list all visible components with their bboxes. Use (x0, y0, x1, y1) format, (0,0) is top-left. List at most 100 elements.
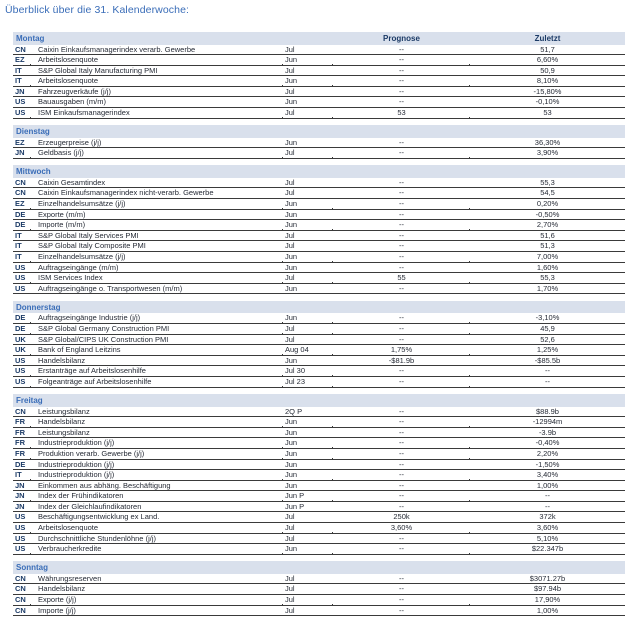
calendar-row: FR Leistungsbilanz Jun -- -3.9b (13, 428, 625, 439)
release-period: Jun (283, 76, 333, 86)
forecast-value: -- (333, 263, 470, 273)
forecast-value: -- (333, 417, 470, 427)
day-label: Sonntag (16, 563, 48, 573)
last-value: 51,6 (540, 230, 555, 240)
calendar-row: US Verbraucherkredite Jun -- $22.347b (13, 544, 625, 555)
last-value: 0,20% (536, 199, 559, 209)
last-value: -$85.5b (534, 355, 561, 365)
last-value: -3.9b (538, 427, 557, 437)
forecast-value: -- (333, 324, 470, 334)
indicator-name: S&P Global Italy Services PMI (31, 231, 283, 241)
indicator-name: Arbeitslosenquote (31, 523, 283, 533)
country-code: CN (13, 45, 31, 55)
last-value: -0,40% (535, 438, 560, 448)
calendar-row: IT Einzelhandelsumsätze (j/j) Jun -- 7,00% (13, 252, 625, 263)
calendar-row: CN Caixin Einkaufsmanagerindex nicht-vera… (13, 188, 625, 200)
release-period: Jul (283, 273, 333, 283)
last-value: -0,10% (535, 97, 560, 107)
country-code: DE (13, 460, 31, 470)
forecast-value: -- (333, 584, 470, 595)
forecast-value: -- (333, 491, 470, 501)
last-value: -1,50% (535, 459, 560, 469)
release-period: Jul (283, 534, 333, 544)
calendar-row: EZ Erzeugerpreise (j/j) Jun -- 36,30% (13, 138, 625, 149)
indicator-name: Caixin Einkaufsmanagerindex nicht-verarb… (31, 188, 283, 199)
forecast-value: -- (333, 460, 470, 470)
last-value: 1,00% (536, 605, 559, 615)
indicator-name: Arbeitslosenquote (31, 76, 283, 86)
last-value: 7,00% (536, 252, 559, 261)
forecast-value: -- (333, 178, 470, 188)
forecast-value: -- (333, 220, 470, 230)
last-value: 50,9 (540, 65, 555, 75)
calendar-row: US Durchschnittliche Stundenlöhne (j/j) Ju… (13, 534, 625, 545)
day-section-montag: Montag Prognose Zuletzt CN Caixin Einkaufsma… (13, 32, 625, 119)
last-value: 17,90% (534, 595, 561, 605)
calendar-row: US Arbeitslosenquote Jul 3,60% 3,60% (13, 523, 625, 534)
country-code: US (13, 544, 31, 554)
calendar-row: IT S&P Global Italy Composite PMI Jul -- 51,… (13, 241, 625, 252)
country-code: EZ (13, 138, 31, 148)
release-period: Jul (283, 148, 333, 158)
forecast-value: -- (333, 55, 470, 65)
calendar-row: US Folgeanträge auf Arbeitslosenhilfe Jul … (13, 377, 625, 388)
day-label: Dienstag (16, 126, 50, 136)
day-header-bar: Montag Prognose Zuletzt (13, 32, 625, 45)
day-section-sonntag: Sonntag CN Währungsreserven Jul -- $3071.27b C… (13, 561, 625, 617)
release-period: Jun (283, 220, 333, 230)
release-period: Jul (283, 335, 333, 345)
country-code: CN (13, 595, 31, 605)
release-period: Jul 30 (283, 366, 333, 376)
country-code: US (13, 356, 31, 366)
calendar-row: JN Einkommen aus abhäng. Beschäftigung Jun… (13, 481, 625, 492)
day-header-bar: Sonntag (13, 561, 625, 574)
country-code: US (13, 534, 31, 544)
release-period: Jul (283, 66, 333, 76)
calendar-row: JN Index der Frühindikatoren Jun P -- -- (13, 491, 625, 502)
indicator-name: Caixin Einkaufsmanagerindex verarb. Gewe… (31, 45, 283, 55)
last-value: 8,10% (536, 76, 559, 86)
indicator-name: Einkommen aus abhäng. Beschäftigung (31, 481, 283, 491)
calendar-row: US Bauausgaben (m/m) Jun -- -0,10% (13, 97, 625, 109)
last-value: 52,6 (540, 334, 555, 344)
forecast-value: -- (333, 97, 470, 108)
release-period: Jul 23 (283, 377, 333, 387)
release-period: Jul (283, 108, 333, 118)
indicator-name: ISM Services Index (31, 273, 283, 283)
calendar-row: CN Caixin Einkaufsmanagerindex verarb. Ge… (13, 45, 625, 56)
release-period: Aug 04 (283, 345, 333, 355)
day-label: Montag (16, 33, 45, 43)
calendar-row: DE Industrieproduktion (j/j) Jun -- -1,50% (13, 460, 625, 471)
release-period: Jun P (283, 502, 333, 512)
last-value: -15,80% (533, 86, 562, 96)
last-value: 1,25% (536, 345, 559, 355)
last-value: 372k (539, 512, 556, 522)
country-code: UK (13, 345, 31, 355)
last-value: 2,20% (536, 448, 559, 458)
calendar-row: IT S&P Global Italy Services PMI Jul -- 51,6 (13, 231, 625, 242)
calendar-row: UK S&P Global/CIPS UK Construction PMI Jul… (13, 335, 625, 346)
country-code: EZ (13, 55, 31, 65)
country-code: DE (13, 210, 31, 220)
indicator-name: Erzeugerpreise (j/j) (31, 138, 283, 148)
forecast-value: 3,60% (333, 523, 470, 533)
indicator-name: Durchschnittliche Stundenlöhne (j/j) (31, 534, 283, 544)
release-period: Jun (283, 55, 333, 65)
country-code: JN (13, 481, 31, 491)
country-code: US (13, 366, 31, 376)
calendar-row: FR Handelsbilanz Jun -- -12994m (13, 417, 625, 428)
calendar-row: IT Arbeitslosenquote Jun -- 8,10% (13, 76, 625, 87)
forecast-value: -- (333, 138, 470, 148)
release-period: Jun (283, 313, 333, 323)
release-period: Jun (283, 199, 333, 209)
day-header-bar: Donnerstag (13, 300, 625, 314)
forecast-value: -- (333, 284, 470, 294)
indicator-name: Produktion verarb. Gewerbe (j/j) (31, 449, 283, 459)
last-value: 1,70% (536, 283, 559, 293)
last-value: 2,70% (536, 220, 559, 230)
calendar-row: JN Geldbasis (j/j) Jul -- 3,90% (13, 148, 625, 159)
forecast-value: -- (333, 210, 470, 220)
calendar-row: IT Industrieproduktion (j/j) Jun -- 3,40% (13, 470, 625, 481)
forecast-value: -- (333, 407, 470, 417)
forecast-value: -- (333, 45, 470, 55)
